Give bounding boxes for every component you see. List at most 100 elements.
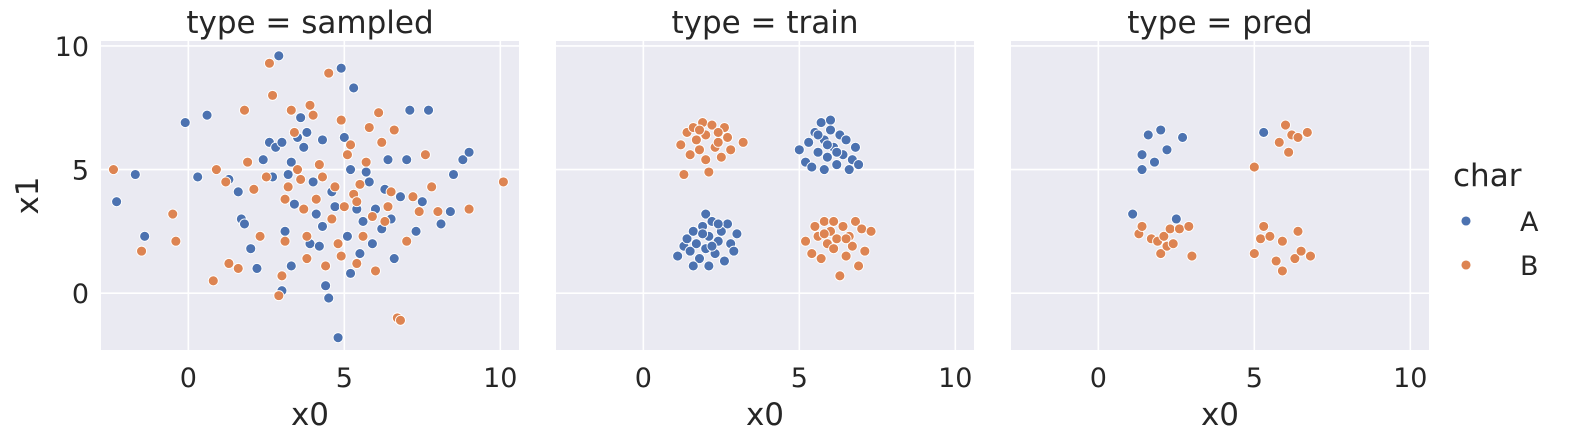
panel-3-point-b [1183,220,1195,232]
panel-1-point-b [263,57,275,69]
panel-1-point-b [292,164,303,175]
panel-2-point-b [834,270,846,282]
panel-3-point-b [1283,146,1295,158]
panel-1-point-b [385,186,397,198]
panel-1-point-a [310,208,322,220]
panel-1-point-a [366,238,378,250]
panel-2-point-a [840,134,852,146]
panel-1-point-a [382,154,394,166]
panel-1-point-b [407,191,419,203]
panel-1-point-b [401,235,413,247]
panel-1-point-a [448,169,459,180]
panel-1-point-b [279,235,291,247]
panel-1-point-a [463,146,475,158]
panel-2-point-b [684,149,696,161]
panel-3-point-a [1177,131,1189,143]
panel-2-point-a [850,141,861,153]
panel-2-point-a [697,228,709,240]
y-axis-label: x1 [10,176,46,214]
panel-1-point-a [435,218,447,230]
panel-1-point-b [497,176,509,188]
panel-2-point-b [856,223,868,235]
panel-1-point-a [298,141,310,153]
panel-1-point-b [335,114,347,126]
panel-2-point-a [722,218,734,230]
panel-1-point-a [423,104,434,116]
panel-1-point-a [388,253,400,264]
panel-2-point-a [812,129,824,141]
panel-1-point-b [239,104,250,116]
panel-1-point-a [410,225,422,237]
panel-1-x-axis-label: x0 [291,397,329,433]
panel-2-point-b [712,127,724,138]
panel-1-point-a [395,191,406,203]
panel-2-point-b [859,245,871,257]
panel-1-point-b [366,211,378,222]
panel-1-point-a [129,169,141,180]
panel-2-point-b [737,136,749,148]
panel-2-point-b [837,220,849,232]
panel-1-point-b [260,171,272,183]
panel-3-x-axis-label: x0 [1201,397,1239,433]
panel-2-point-a [821,139,833,151]
panel-3-point-b [1292,225,1304,237]
legend-marker-a [1460,215,1472,227]
panel-2-point-a [831,159,843,171]
panel-2-point-b [694,144,705,156]
panel-1-point-b [320,260,332,272]
panel-1-point-b [332,238,344,250]
panel-1-point-b [242,156,254,168]
panel-3-x-tick-label: 0 [1090,363,1107,394]
panel-1-point-b [273,290,285,302]
y-tick-label: 10 [55,32,89,63]
panel-3-point-b [1289,253,1301,264]
y-tick-label: 5 [72,156,89,187]
panel-1-point-a [285,260,297,272]
legend-title: char [1453,158,1522,194]
panel-1-point-b [345,139,357,151]
panel-3-point-b [1276,235,1288,247]
panel-2-point-b [853,260,865,272]
panel-1-point-b [304,99,316,111]
panel-2-point-a [700,208,712,220]
panel-2-point-a [831,146,843,158]
panel-1-point-a [245,243,257,255]
panel-2-point-a [843,164,855,175]
panel-2-point-a [681,233,693,245]
panel-1-point-a [320,280,332,292]
panel-2-point-a [690,238,702,250]
panel-1-point-a [345,164,357,175]
panel-1-point-b [248,183,260,195]
panel-1-point-a [251,262,263,274]
panel-3-point-b [1186,250,1198,262]
panel-1-point-b [220,176,232,188]
panel-2-point-a [825,124,836,136]
panel-1-point-b [285,104,297,116]
panel-2-point-a [812,146,824,158]
panel-1-point-a [313,240,325,252]
panel-3-point-b [1305,250,1316,262]
panel-3-point-a [1155,124,1167,136]
panel-1-point-b [313,159,325,171]
panel-2-point-a [703,260,715,272]
panel-1-point-a [232,186,244,198]
panel-1-point-a [307,176,319,188]
panel-1-point-b [167,208,179,220]
panel-2-point-b [850,216,861,227]
panel-1-point-b [382,201,394,213]
panel-1-point-b [335,250,347,262]
panel-1-point-b [413,206,425,218]
panel-3-point-b [1167,238,1179,250]
panel-3-point-b [1264,230,1276,242]
panel-2-point-b [828,243,840,255]
panel-3-point-a [1170,213,1182,225]
panel-2-point-b [694,124,705,136]
panel-2-point-b [815,253,827,264]
panel-1-point-a [295,112,307,124]
panel-3-point-b [1273,136,1285,148]
panel-1-point-b [307,109,319,121]
panel-2-point-b [715,151,727,163]
panel-2-point-a [818,164,830,175]
panel-1-point-a [282,169,294,180]
